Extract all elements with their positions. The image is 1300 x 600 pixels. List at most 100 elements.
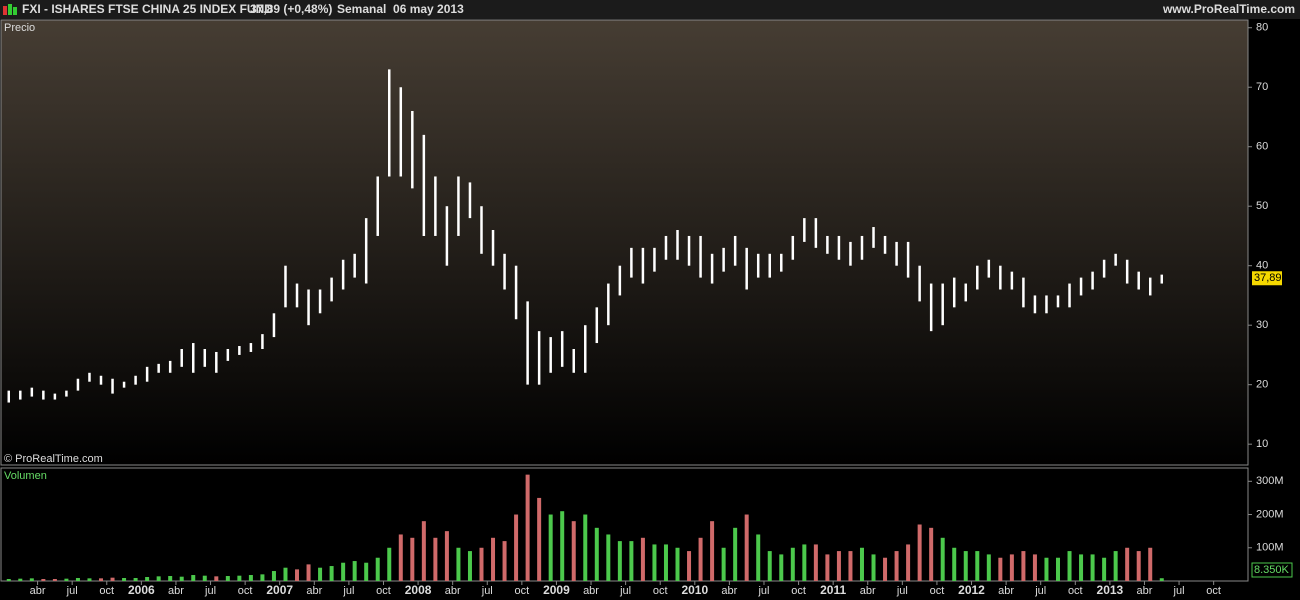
volume-bar [491, 537, 496, 581]
x-tick-label: oct [930, 585, 945, 597]
volume-bar [1055, 557, 1060, 581]
volume-bar [479, 547, 484, 581]
y-tick-label: 300M [1256, 475, 1284, 487]
x-tick-label: abr [1137, 585, 1153, 597]
panel-title: Precio [4, 22, 35, 34]
volume-bar [1148, 547, 1153, 581]
y-tick-label: 70 [1256, 81, 1268, 93]
volume-bar [848, 551, 853, 581]
volume-bar [29, 578, 34, 581]
volume-bar [606, 534, 611, 581]
x-tick-label: 2008 [405, 583, 432, 597]
y-tick-label: 10 [1256, 438, 1268, 450]
volume-bar [502, 541, 507, 581]
volume-bar [1079, 554, 1084, 581]
volume-bar [260, 574, 265, 581]
x-tick-label: abr [998, 585, 1014, 597]
volume-bar [202, 575, 207, 581]
volume-bar [133, 578, 138, 581]
volume-bar [295, 569, 300, 581]
x-tick-label: abr [168, 585, 184, 597]
volume-bar [191, 575, 196, 581]
volume-bar [975, 551, 980, 581]
x-tick-label: oct [653, 585, 668, 597]
volume-bar [825, 554, 830, 581]
volume-bar [179, 576, 184, 581]
volume-bar [6, 579, 11, 581]
volume-bar [779, 554, 784, 581]
y-tick-label: 80 [1256, 22, 1268, 34]
volume-bar [225, 576, 230, 581]
volume-panel [0, 467, 1249, 582]
volume-bar [733, 527, 738, 581]
volume-bar [18, 578, 23, 581]
volume-bar [318, 567, 323, 581]
x-tick-label: oct [1206, 585, 1221, 597]
x-tick-label: abr [860, 585, 876, 597]
volume-bar [156, 576, 161, 581]
volume-bar [929, 527, 934, 581]
y-tick-label: 30 [1256, 319, 1268, 331]
period: Semanal 06 may 2013 [337, 2, 464, 16]
volume-bar [813, 544, 818, 581]
volume-bar [963, 551, 968, 581]
last-value-box [1252, 271, 1282, 286]
volume-bar [675, 547, 680, 581]
volume-bar [1044, 557, 1049, 581]
volume-bar [364, 562, 369, 581]
volume-bar [917, 524, 922, 581]
x-tick-label: 2010 [681, 583, 708, 597]
volume-bar [687, 551, 692, 581]
volume-bar [871, 554, 876, 581]
volume-bar [571, 521, 576, 581]
volume-bar [906, 544, 911, 581]
volume-bar [387, 547, 392, 581]
volume-bar [410, 537, 415, 581]
x-tick-label: jul [204, 585, 216, 597]
x-tick-label: 2011 [820, 583, 846, 597]
volume-bar [433, 537, 438, 581]
x-tick-label: jul [1034, 585, 1046, 597]
price-panel [0, 19, 1249, 466]
volume-bar [283, 567, 288, 581]
x-tick-label: oct [1068, 585, 1083, 597]
x-tick-label: 2006 [128, 583, 155, 597]
y-tick-label: 200M [1256, 508, 1284, 520]
volume-bar [352, 561, 357, 581]
y-tick-label: 50 [1256, 200, 1268, 212]
volume-bar [629, 541, 634, 581]
volume-bar [110, 577, 115, 581]
x-tick-label: jul [619, 585, 631, 597]
volume-bar [1009, 554, 1014, 581]
x-tick-label: jul [342, 585, 354, 597]
volume-bar [514, 514, 519, 581]
volume-bar [444, 531, 449, 581]
x-tick-label: jul [1173, 585, 1185, 597]
x-tick-label: jul [896, 585, 908, 597]
volume-bar [1125, 547, 1130, 581]
volume-bar [952, 547, 957, 581]
volume-bar [617, 541, 622, 581]
volume-bar [940, 537, 945, 581]
volume-bar [1113, 551, 1118, 581]
symbol: FXI - ISHARES FTSE CHINA 25 INDEX FUND [22, 2, 273, 16]
volume-bar [1067, 551, 1072, 581]
x-tick-label: oct [791, 585, 806, 597]
volume-bar [52, 579, 57, 581]
volume-bar [214, 576, 219, 581]
volume-bar [744, 514, 749, 581]
x-tick-label: oct [515, 585, 530, 597]
x-tick-label: 2012 [958, 583, 985, 597]
volume-bar [237, 575, 242, 581]
x-tick-label: abr [445, 585, 461, 597]
icon [13, 7, 17, 15]
volume-bar [663, 544, 668, 581]
x-tick-label: abr [721, 585, 737, 597]
x-tick-label: abr [30, 585, 46, 597]
volume-bar [698, 537, 703, 581]
x-tick-label: abr [306, 585, 322, 597]
volume-bar [375, 557, 380, 581]
volume-bar [271, 571, 276, 581]
volume-bar [721, 547, 726, 581]
volume-bar [594, 527, 599, 581]
